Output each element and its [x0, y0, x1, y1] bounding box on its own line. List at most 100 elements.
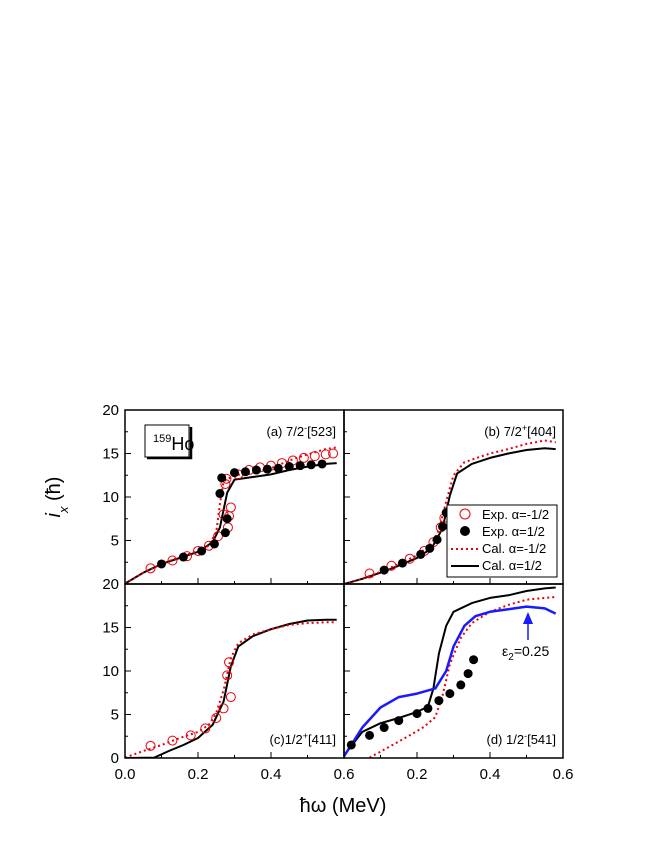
epsilon-symbol: ε: [502, 643, 508, 659]
nucleus-symbol: Ho: [171, 434, 194, 454]
legend-label-cal-minus: Cal. α=-1/2: [482, 541, 546, 556]
y-tick-label: 10: [102, 663, 119, 680]
y-axis-title-unit: (ħ): [43, 477, 65, 507]
panel-a-exp-plus-point: [209, 539, 219, 549]
panel-d-label: (d) 1/2-[541]: [487, 731, 557, 747]
panel-a-exp-plus-point: [178, 552, 188, 562]
panel-d-exp-plus-point: [456, 680, 466, 690]
panel-a-exp-minus-point: [225, 502, 236, 513]
panel-a-exp-plus-point: [230, 468, 239, 478]
panel-d-exp-plus-point: [412, 709, 422, 719]
panel-d-exp-plus-point: [469, 655, 479, 665]
panel-a-exp-plus-point: [295, 461, 305, 471]
panel-c-label-tail: [411]: [308, 732, 336, 747]
x-tick-label: 0.2: [188, 766, 209, 783]
panel-d-label-main: (d) 1/2: [487, 732, 525, 747]
panel-c-exp-minus-point: [145, 740, 156, 751]
panel-a-label: (a) 7/2-[523]: [267, 423, 337, 439]
panel-c-exp-minus-point: [211, 712, 222, 723]
panel-b-exp-plus-point: [425, 543, 435, 553]
panel-c-exp-minus-point: [222, 670, 233, 681]
panel-d: [344, 586, 557, 758]
legend-label-cal-plus: Cal. α=1/2: [482, 558, 542, 573]
panel-a-label-sup: -: [304, 423, 307, 433]
panel-d-label-sup: -: [524, 731, 527, 741]
legend-marker-exp-minus: [459, 508, 471, 520]
panel-a-exp-plus-point: [220, 528, 230, 538]
x-tick-label: 0.2: [407, 766, 428, 783]
panel-a-exp-plus-point: [222, 514, 232, 524]
panel-d-exp-plus-point: [463, 669, 473, 679]
panel-d-exp-plus-point: [423, 703, 433, 713]
x-tick-label: 0.6: [334, 766, 355, 783]
panel-d-exp-plus-point: [346, 740, 356, 750]
epsilon-annotation: ε2=0.25: [502, 643, 549, 663]
panel-d-exp-plus-point: [445, 689, 455, 699]
panel-b-exp-minus-point: [364, 568, 375, 579]
y-tick-label: 10: [102, 489, 119, 506]
panel-a-exp-plus-point: [215, 489, 225, 499]
y-axis-title-sub: x: [56, 506, 71, 514]
nucleus-label: 159Ho: [153, 433, 194, 454]
nucleus-label-shadow: [147, 427, 193, 460]
panel-a-exp-plus-point: [251, 465, 261, 475]
chart-marks: [125, 439, 557, 758]
legend-marker-exp-plus: [460, 526, 470, 536]
x-tick-label: 0.4: [261, 766, 282, 783]
panel-a-exp-plus-point: [217, 473, 227, 483]
panel-b-exp-minus-point: [404, 553, 415, 564]
panel-a-exp-plus-point: [306, 460, 316, 470]
y-tick-label: 5: [111, 533, 119, 550]
nucleus-label-box: [144, 424, 190, 458]
panel-a-exp-plus-point: [273, 463, 283, 473]
panel-b-label-tail: [404]: [527, 424, 556, 439]
y-axis-title: ix (ħ): [43, 477, 71, 518]
panel-d-exp-plus-point: [434, 696, 444, 706]
panel-d-label-tail: [541]: [527, 732, 556, 747]
panel-b-exp-minus-point: [386, 560, 397, 571]
panel-a-exp-plus-point: [284, 462, 294, 472]
panel-d-cal-plus-line: [344, 586, 556, 757]
panel-b-exp-plus-point: [438, 522, 448, 532]
panel-b-exp-plus-point: [432, 535, 442, 545]
panel-d-cal-minus-line: [369, 596, 556, 758]
panel-c-label: (c)1/2+[411]: [270, 731, 336, 747]
epsilon-subscript: 2: [508, 652, 514, 663]
legend: Exp. α=-1/2 Exp. α=1/2 Cal. α=-1/2 Cal. …: [446, 504, 558, 578]
panel-a-label-main: (a) 7/2: [267, 424, 305, 439]
panel-a-exp-minus-point: [328, 448, 339, 459]
panel-c: [125, 618, 337, 758]
panel-b-label-sup: +: [522, 423, 527, 433]
panel-c-exp-minus-point: [225, 692, 236, 703]
axis-ticks: 0.0 0.2 0.4 0.6 0.2 0.4 0.6 20 15 10 5 20 15 10 5 0: [102, 402, 573, 783]
y-tick-label: 15: [102, 446, 119, 463]
y-tick-label: 20: [102, 576, 119, 593]
panel-c-cal-minus-line: [125, 621, 337, 758]
panel-c-exp-minus-point: [167, 735, 178, 746]
panel-b-label: (b) 7/2+[404]: [484, 423, 556, 439]
panel-d-exp-plus-point: [394, 716, 404, 726]
epsilon-arrow-head: [523, 612, 533, 624]
panel-d-plot-area: [344, 586, 557, 758]
panel-d-exp-plus-point: [379, 723, 389, 733]
nucleus-mass: 159: [153, 433, 171, 445]
panel-a-plot-area: [125, 446, 339, 584]
panel-a-exp-minus-point: [309, 451, 320, 462]
panel-a-exp-minus-point: [298, 452, 309, 463]
panel-c-label-main: (c)1/2: [270, 732, 303, 747]
panel-b-exp-plus-point: [416, 549, 426, 559]
panel-a: [125, 446, 339, 584]
panel-a-exp-plus-point: [317, 459, 327, 469]
panel-a-exp-plus-point: [262, 464, 272, 474]
panel-b-exp-plus-point: [397, 558, 407, 568]
legend-label-exp-minus: Exp. α=-1/2: [482, 507, 549, 522]
panel-a-exp-minus-point: [320, 449, 331, 460]
panel-c-exp-minus-point: [218, 703, 229, 714]
y-tick-label: 20: [102, 402, 119, 419]
x-tick-label: 0.4: [480, 766, 501, 783]
panel-d-cal-eps-line: [344, 605, 557, 757]
panel-a-exp-minus-point: [167, 555, 178, 566]
panel-c-plot-area: [125, 618, 337, 758]
